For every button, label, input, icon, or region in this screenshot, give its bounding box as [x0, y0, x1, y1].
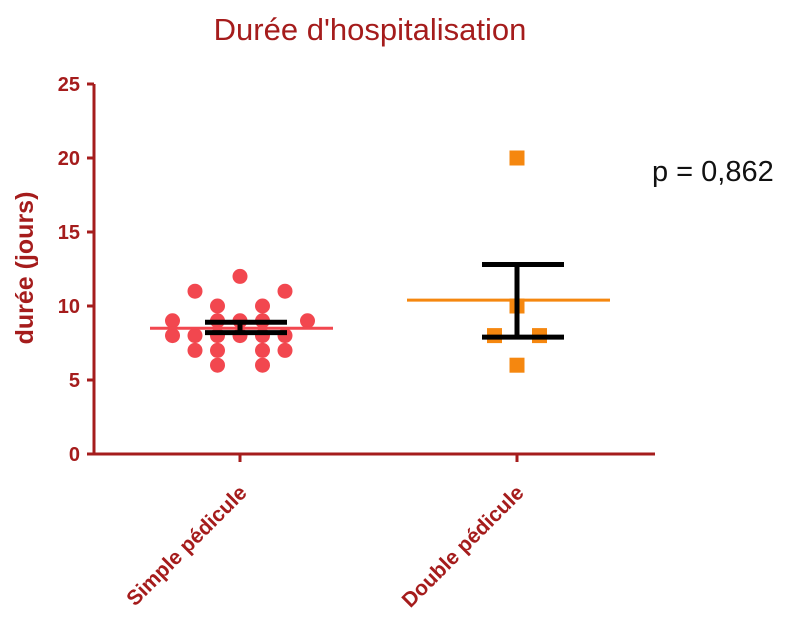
axes: 0 5 10 15 20 25	[58, 74, 655, 466]
summary-lines	[150, 262, 610, 340]
data-point-simple-p-dicule-16	[187, 342, 203, 358]
data-point-simple-p-dicule-2	[277, 283, 293, 299]
y-tick-label-10: 10	[58, 296, 80, 318]
p-value-annotation: p = 0,862	[652, 156, 774, 188]
data-point-simple-p-dicule-3	[210, 298, 225, 314]
data-point-simple-p-dicule-4	[255, 298, 270, 314]
y-tick-label-20: 20	[58, 148, 80, 170]
data-point-simple-p-dicule-17	[210, 342, 225, 358]
data-point-simple-p-dicule-19	[277, 342, 293, 358]
data-point-simple-p-dicule-9	[300, 313, 315, 329]
category-label-0: Simple pédicule	[122, 481, 251, 610]
data-point-simple-p-dicule-18	[255, 342, 270, 358]
data-point-simple-p-dicule-21	[255, 357, 270, 373]
y-tick-label-0: 0	[69, 444, 80, 466]
chart-title: Durée d'hospitalisation	[214, 12, 527, 47]
data-point-double-p-dicule-0	[509, 150, 525, 166]
y-tick-label-25: 25	[58, 74, 80, 96]
data-point-simple-p-dicule-10	[165, 328, 180, 344]
data-point-simple-p-dicule-20	[210, 357, 225, 373]
data-point-double-p-dicule-4	[509, 357, 525, 373]
data-point-simple-p-dicule-5	[165, 313, 180, 329]
data-point-simple-p-dicule-11	[187, 328, 203, 344]
y-tick-label-15: 15	[58, 222, 80, 244]
category-label-1: Double pédicule	[398, 481, 529, 612]
data-point-simple-p-dicule-0	[232, 268, 248, 284]
y-tick-label-5: 5	[69, 370, 80, 392]
data-point-simple-p-dicule-1	[187, 283, 203, 299]
category-labels: Simple pédicule Double pédicule	[122, 481, 528, 612]
y-axis-label: durée (jours)	[11, 192, 39, 345]
